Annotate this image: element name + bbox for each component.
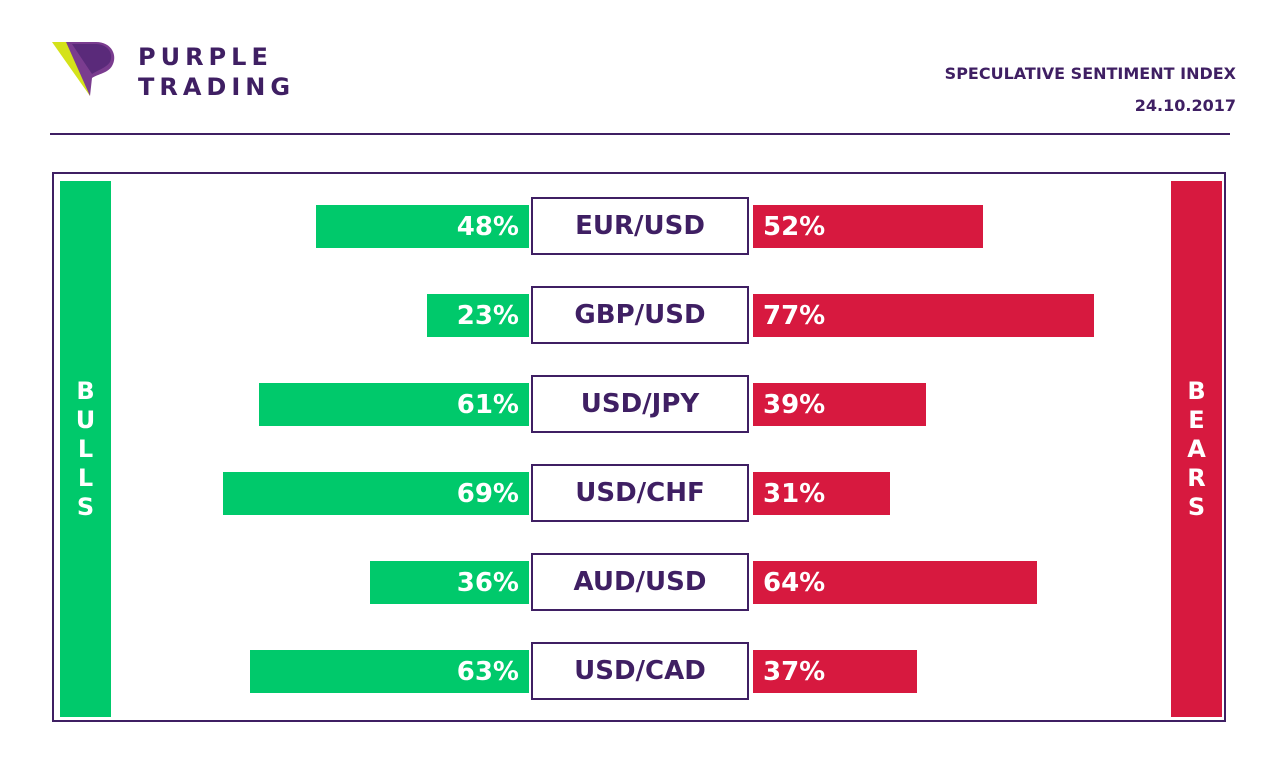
logo-wordmark: PURPLE TRADING — [138, 42, 295, 102]
bulls-letter: S — [76, 492, 95, 521]
bears-letter: R — [1187, 463, 1206, 492]
sentiment-row: 48% 52% EUR/USD — [0, 197, 1280, 257]
logo-line-2: TRADING — [138, 73, 296, 101]
bulls-letter: B — [76, 376, 95, 405]
bears-letter: B — [1187, 376, 1206, 405]
bulls-bar: 63% — [249, 650, 529, 693]
bulls-value-label: 48% — [456, 211, 519, 242]
bears-bar: 77% — [753, 294, 1095, 337]
bears-letter: A — [1187, 434, 1206, 463]
currency-pair-label: USD/CAD — [531, 642, 749, 700]
sentiment-row: 23% 77% GBP/USD — [0, 286, 1280, 346]
report-header: SPECULATIVE SENTIMENT INDEX 24.10.2017 — [945, 58, 1236, 122]
bulls-bar: 36% — [369, 561, 529, 604]
currency-pair-label: USD/JPY — [531, 375, 749, 433]
bears-value-label: 31% — [763, 478, 826, 509]
bulls-letter: U — [75, 405, 96, 434]
bulls-letter: L — [77, 434, 94, 463]
bears-value-label: 39% — [763, 389, 826, 420]
header-divider — [50, 133, 1230, 135]
bears-bar: 39% — [753, 383, 926, 426]
chart-frame — [52, 172, 1226, 722]
bears-bar: 64% — [753, 561, 1037, 604]
bulls-letter: L — [77, 463, 94, 492]
bulls-value-label: 69% — [456, 478, 519, 509]
bears-bar: 37% — [753, 650, 917, 693]
logo-mark-icon — [52, 42, 115, 96]
purple-trading-logo: PURPLE TRADING — [52, 40, 312, 102]
bulls-bar: 61% — [258, 383, 529, 426]
bears-letter: E — [1188, 405, 1205, 434]
bulls-bar: 48% — [316, 205, 529, 248]
sentiment-row: 36% 64% AUD/USD — [0, 553, 1280, 613]
sentiment-row: 63% 37% USD/CAD — [0, 642, 1280, 702]
bulls-value-label: 61% — [456, 389, 519, 420]
bulls-value-label: 36% — [456, 567, 519, 598]
bears-value-label: 37% — [763, 656, 826, 687]
bears-letter: S — [1187, 492, 1206, 521]
currency-pair-label: GBP/USD — [531, 286, 749, 344]
logo-line-1: PURPLE — [138, 43, 273, 71]
bears-value-label: 64% — [763, 567, 826, 598]
bears-value-label: 52% — [763, 211, 826, 242]
bulls-bar: 69% — [223, 472, 529, 515]
bulls-bar: 23% — [427, 294, 529, 337]
sentiment-row: 69% 31% USD/CHF — [0, 464, 1280, 524]
sentiment-row: 61% 39% USD/JPY — [0, 375, 1280, 435]
currency-pair-label: EUR/USD — [531, 197, 749, 255]
currency-pair-label: USD/CHF — [531, 464, 749, 522]
bears-value-label: 77% — [763, 300, 826, 331]
bulls-value-label: 23% — [456, 300, 519, 331]
bulls-value-label: 63% — [456, 656, 519, 687]
bears-bar: 31% — [753, 472, 891, 515]
report-date: 24.10.2017 — [1134, 96, 1236, 115]
currency-pair-label: AUD/USD — [531, 553, 749, 611]
bears-bar: 52% — [753, 205, 984, 248]
report-title: SPECULATIVE SENTIMENT INDEX — [944, 64, 1236, 83]
